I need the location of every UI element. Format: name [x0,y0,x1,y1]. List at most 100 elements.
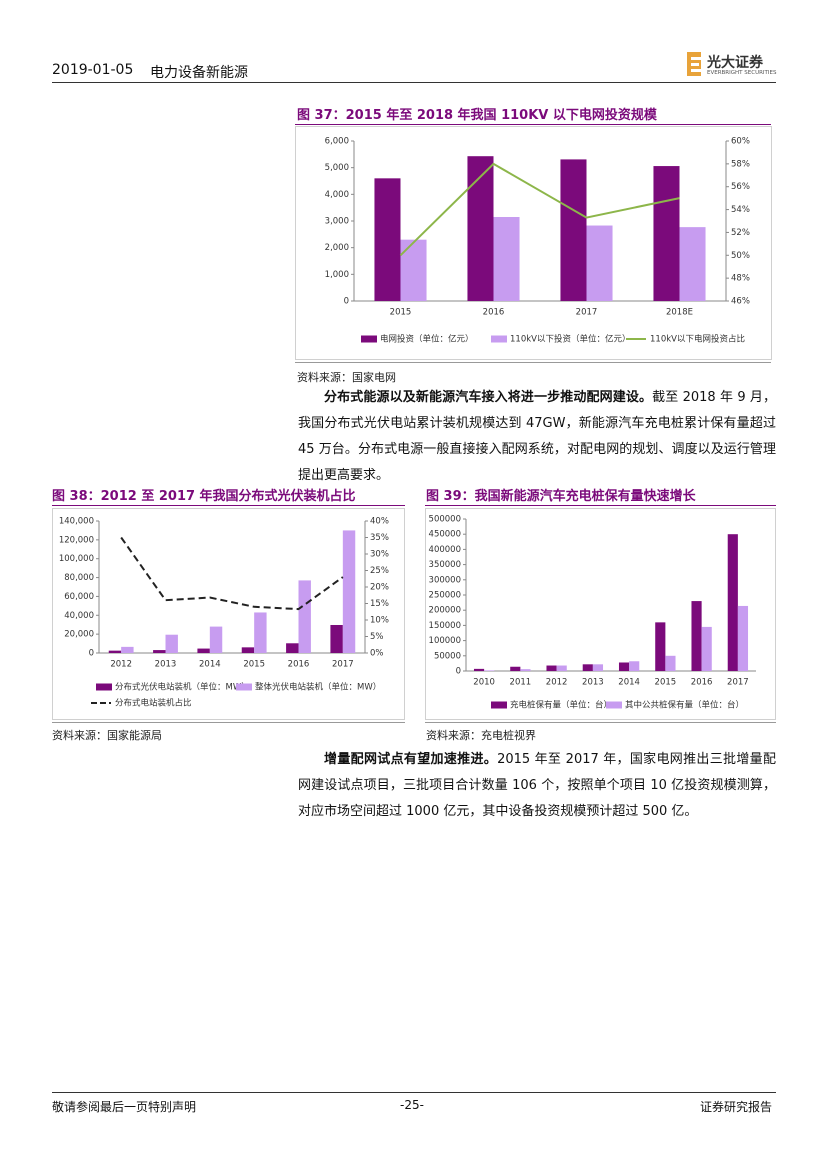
bar [556,665,567,671]
y2-tick-label: 30% [370,550,389,560]
bar [484,670,495,671]
bar [737,605,749,671]
figure-title: 图 39：我国新能源汽车充电桩保有量快速增长 [426,489,696,504]
source: 资料来源：充电桩视界 [426,729,536,742]
y-tick-label: 4,000 [325,190,349,200]
header-date: 2019-01-05 [52,62,134,78]
bar [592,664,604,671]
bar [209,626,223,653]
logo-en: EVERBRIGHT SECURITIES [707,70,777,76]
legend-label: 电网投资（单位：亿元） [380,334,474,345]
legend-swatch [491,701,507,709]
y2-tick-label: 5% [370,632,384,642]
x-tick-label: 2013 [155,660,177,670]
paragraph: 分布式能源以及新能源汽车接入将进一步推动配网建设。截至 2018 年 9 月，我… [298,385,776,489]
logo-text: 光大证券 [707,55,763,71]
legend-swatch [96,683,112,691]
bar [665,655,676,671]
y-tick-label: 100,000 [59,554,94,564]
x-tick-label: 2011 [510,678,532,688]
x-tick-label: 2014 [199,660,221,670]
bar [582,664,593,671]
x-tick-label: 2017 [727,678,749,688]
y-tick-label: 2,000 [325,243,349,253]
legend-swatch [606,701,622,709]
y2-tick-label: 25% [370,566,389,576]
legend-swatch [361,335,377,343]
bar [121,646,134,653]
source-rule [295,362,771,363]
figure-rule [295,124,771,125]
y-tick-label: 20,000 [64,630,94,640]
y-tick-label: 400000 [429,545,461,555]
paragraph-lead: 分布式能源以及新能源汽车接入将进一步推动配网建设。 [324,390,653,405]
figure-rule [52,505,405,506]
bar [629,661,640,671]
footer-right: 证券研究报告 [700,1100,773,1114]
y2-tick-label: 50% [731,251,750,261]
y2-tick-label: 35% [370,533,389,543]
y-tick-label: 0 [344,297,349,307]
bar [342,530,356,653]
y-tick-label: 5,000 [325,163,349,173]
x-tick-label: 2015 [390,308,412,318]
bar [108,650,122,653]
x-tick-label: 2017 [576,308,598,318]
bar [727,534,738,671]
y2-tick-label: 52% [731,228,750,238]
bar [400,239,427,301]
source-rule [52,722,405,723]
y-tick-label: 120,000 [59,535,94,545]
bar [286,643,299,653]
y-tick-label: 50000 [434,651,461,661]
y2-tick-label: 15% [370,599,389,609]
x-tick-label: 2014 [618,678,640,688]
bar [653,166,680,301]
footer-page: -25- [400,1098,424,1112]
source: 资料来源：国家能源局 [52,729,162,742]
y-tick-label: 150000 [429,621,461,631]
legend-swatch [491,335,507,343]
x-tick-label: 2010 [473,678,495,688]
bar [374,178,401,301]
y2-tick-label: 48% [731,274,750,284]
x-tick-label: 2017 [332,660,354,670]
y-tick-label: 1,000 [325,270,349,280]
x-tick-label: 2012 [110,660,132,670]
paragraph-text: 截至 2018 年 9 月，我国分布式光伏电站累计装机规模达到 47GW，新能源… [298,390,776,483]
footer-rule [52,1092,776,1093]
y-tick-label: 6,000 [325,137,349,147]
y-tick-label: 40,000 [64,611,94,621]
x-tick-label: 2015 [243,660,265,670]
paragraph-text: 2015 年至 2017 年，国家电网推出三批增量配网建设试点项目，三批项目合计… [298,752,776,819]
bar [520,669,531,671]
legend-label: 整体光伏电站装机（单位：MW） [255,682,381,693]
chart: 0 50000 100000 150000 200000 250000 300000 3500… [425,508,776,720]
y-tick-label: 300000 [429,575,461,585]
paragraph-lead: 增量配网试点有望加速推进。 [324,752,498,767]
x-tick-label: 2016 [691,678,713,688]
paragraph: 增量配网试点有望加速推进。2015 年至 2017 年，国家电网推出三批增量配网… [298,747,776,825]
figure-title: 图 38：2012 至 2017 年我国分布式光伏装机占比 [52,489,356,504]
bar [655,622,666,671]
y-tick-label: 60,000 [64,592,94,602]
legend-label: 充电桩保有量（单位：台） [510,700,612,711]
y2-tick-label: 20% [370,583,389,593]
figure-title: 图 37：2015 年至 2018 年我国 110KV 以下电网投资规模 [297,108,657,123]
chart: 0 1,000 2,000 3,000 4,000 5,000 6,000 46% 48% 50%… [295,126,772,360]
legend-label: 分布式电站装机占比 [115,698,192,709]
bar [197,648,210,653]
bar [560,159,587,301]
legend-label: 分布式光伏电站装机（单位：MW） [115,682,250,693]
y2-tick-label: 60% [731,137,750,147]
x-tick-label: 2013 [582,678,604,688]
bar [153,650,166,653]
footer-left: 敬请参阅最后一页特别声明 [52,1100,197,1114]
bar [679,227,706,301]
y-tick-label: 200000 [429,606,461,616]
y2-tick-label: 56% [731,182,750,192]
figure-rule [425,505,776,506]
x-tick-label: 2016 [483,308,505,318]
y-tick-label: 100000 [429,636,461,646]
